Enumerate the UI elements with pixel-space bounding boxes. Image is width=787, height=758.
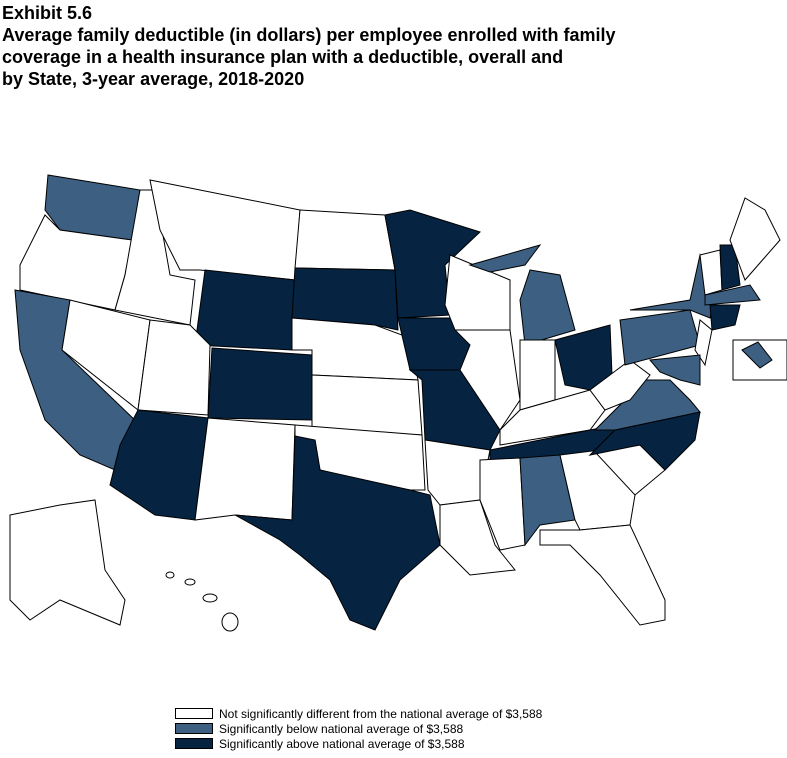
state-shape: [589, 359, 651, 411]
state-shape: [194, 417, 296, 521]
state-shape: [234, 435, 441, 631]
state-shape: [184, 578, 196, 586]
title-line: coverage in a health insurance plan with…: [2, 47, 564, 67]
state-shape: [519, 454, 576, 547]
state-shape: [539, 524, 666, 626]
map: [9, 174, 787, 632]
legend-swatch: [175, 708, 213, 719]
state-shape: [519, 339, 556, 411]
legend-label: Not significantly different from the nat…: [219, 706, 543, 721]
state-shape: [137, 319, 211, 416]
state-shape: [221, 612, 239, 632]
state-shape: [202, 593, 218, 603]
state-shape: [479, 457, 526, 551]
legend-swatch: [175, 723, 213, 734]
legend-swatch: [175, 738, 213, 749]
state-shape: [709, 304, 741, 331]
legend-item: Significantly below national average of …: [175, 721, 542, 736]
state-shape: [9, 499, 126, 626]
legend-item: Significantly above national average of …: [175, 736, 542, 751]
state-shape: [165, 571, 175, 579]
title-line: by State, 3-year average, 2018-2020: [2, 69, 305, 89]
legend-label: Significantly below national average of …: [219, 721, 464, 736]
state-shape: [207, 347, 313, 421]
state-shape: [311, 374, 423, 436]
state-shape: [741, 341, 773, 369]
state-shape: [649, 354, 701, 386]
state-shape: [519, 269, 576, 346]
title-line: Average family deductible (in dollars) p…: [2, 25, 616, 45]
state-shape: [719, 244, 741, 291]
legend: Not significantly different from the nat…: [175, 706, 542, 751]
state-shape: [468, 244, 542, 273]
state-shape: [149, 179, 301, 281]
state-shape: [294, 209, 396, 271]
header: Exhibit 5.6 Average family deductible (i…: [2, 2, 616, 90]
state-shape: [694, 319, 713, 367]
state-shape: [291, 267, 399, 331]
legend-item: Not significantly different from the nat…: [175, 706, 542, 721]
state-shape: [704, 284, 761, 306]
exhibit-label: Exhibit 5.6: [2, 3, 93, 23]
legend-label: Significantly above national average of …: [219, 736, 465, 751]
state-shape: [729, 197, 781, 281]
state-shape: [453, 329, 521, 431]
state-shape: [194, 269, 296, 351]
